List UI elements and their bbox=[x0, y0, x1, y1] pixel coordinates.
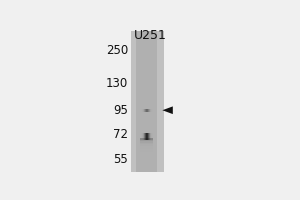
Bar bbox=[140, 143, 153, 144]
Bar bbox=[140, 152, 153, 153]
Bar bbox=[130, 31, 164, 172]
Text: 130: 130 bbox=[106, 77, 128, 90]
Bar bbox=[140, 144, 153, 146]
Bar bbox=[140, 147, 153, 149]
Text: U251: U251 bbox=[134, 29, 167, 42]
Polygon shape bbox=[162, 106, 173, 114]
Bar bbox=[136, 31, 157, 172]
Bar bbox=[140, 140, 153, 141]
Bar bbox=[140, 150, 153, 152]
Text: 72: 72 bbox=[113, 128, 128, 141]
Text: 95: 95 bbox=[113, 104, 128, 117]
Bar bbox=[140, 149, 153, 150]
Text: 250: 250 bbox=[106, 44, 128, 57]
Bar bbox=[140, 138, 153, 140]
Text: 55: 55 bbox=[113, 153, 128, 166]
Bar bbox=[140, 146, 153, 147]
Bar bbox=[140, 141, 153, 143]
